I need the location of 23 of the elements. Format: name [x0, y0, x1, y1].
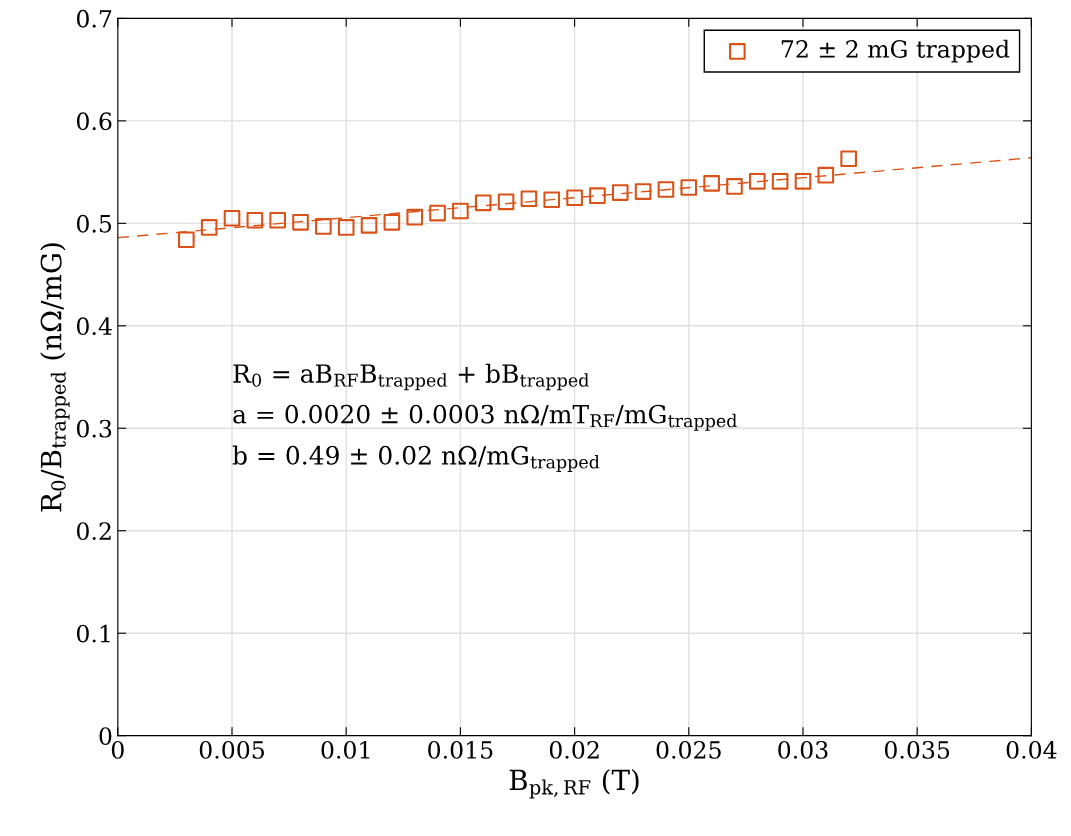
y-tick-label: 0.2	[76, 522, 111, 541]
y-tick-label: 0.1	[76, 624, 110, 643]
annotation: b = 0.49 ± 0.02 nΩ/mG$_{trapped}$	[232, 445, 600, 472]
x-tick-label: 0.01	[321, 740, 370, 759]
y-tick-label: 0	[99, 727, 112, 745]
y-tick-label: 0.6	[76, 112, 112, 131]
x-axis-title: B$_{pk,RF}$ (T)	[509, 768, 639, 799]
y-tick-label: 0.7	[76, 9, 112, 28]
x-tick-label: 0.025	[656, 740, 721, 759]
x-tick-label: 0	[111, 740, 124, 759]
x-tick-label: 0.015	[428, 740, 493, 759]
x-tick-label: 0.035	[884, 740, 950, 759]
y-tick-label: 0.3	[76, 419, 112, 438]
y-tick-label: 0.5	[76, 214, 112, 233]
annotation: R$_{0}$ = aB$_{RF}$B$_{trapped}$ + bB$_{trapped}$	[233, 363, 589, 391]
y-tick-label: 0.4	[76, 317, 112, 336]
legend-label: 72 ± 2 mG trapped	[781, 39, 1010, 63]
x-tick-label: 0.04	[1006, 740, 1057, 759]
annotation: a = 0.0020 ± 0.0003 nΩ/mT$_{RF}$/mG$_{trapped}$	[233, 404, 737, 431]
x-tick-label: 0.005	[199, 740, 264, 759]
x-tick-label: 0.03	[778, 740, 828, 759]
y-axis-title: R$_{0}$/B$_{trapped}$ (nΩ/mG)	[40, 243, 70, 512]
x-tick-label: 0.02	[549, 740, 599, 759]
